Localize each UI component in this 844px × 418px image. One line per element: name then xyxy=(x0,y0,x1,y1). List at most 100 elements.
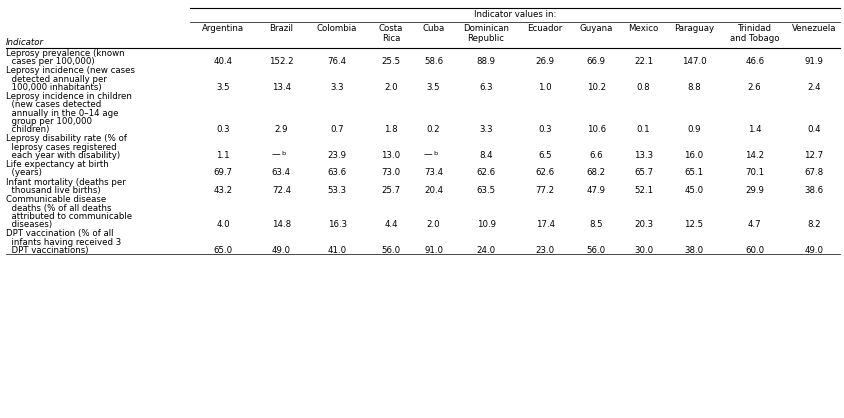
Text: children): children) xyxy=(6,125,50,134)
Text: —: — xyxy=(272,150,280,160)
Text: 40.4: 40.4 xyxy=(214,57,233,66)
Text: annually in the 0–14 age: annually in the 0–14 age xyxy=(6,109,118,117)
Text: 22.1: 22.1 xyxy=(634,57,653,66)
Text: 69.7: 69.7 xyxy=(214,168,233,177)
Text: 0.3: 0.3 xyxy=(216,125,230,134)
Text: Cuba: Cuba xyxy=(423,24,445,33)
Text: 17.4: 17.4 xyxy=(536,220,555,229)
Text: 12.7: 12.7 xyxy=(804,150,824,160)
Text: 14.2: 14.2 xyxy=(745,150,764,160)
Text: each year with disability): each year with disability) xyxy=(6,151,120,160)
Text: Paraguay: Paraguay xyxy=(674,24,714,33)
Text: Argentina: Argentina xyxy=(203,24,244,33)
Text: 2.4: 2.4 xyxy=(807,83,820,92)
Text: 3.5: 3.5 xyxy=(216,83,230,92)
Text: 10.9: 10.9 xyxy=(477,220,495,229)
Text: 45.0: 45.0 xyxy=(684,186,704,195)
Text: 25.7: 25.7 xyxy=(381,186,401,195)
Text: diseases): diseases) xyxy=(6,220,52,229)
Text: 72.4: 72.4 xyxy=(272,186,291,195)
Text: 73.4: 73.4 xyxy=(424,168,443,177)
Text: 13.4: 13.4 xyxy=(272,83,291,92)
Text: 0.8: 0.8 xyxy=(637,83,651,92)
Text: Leprosy disability rate (% of: Leprosy disability rate (% of xyxy=(6,134,127,143)
Text: 1.8: 1.8 xyxy=(384,125,398,134)
Text: 62.6: 62.6 xyxy=(477,168,495,177)
Text: Leprosy incidence (new cases: Leprosy incidence (new cases xyxy=(6,66,135,75)
Text: 6.6: 6.6 xyxy=(589,150,603,160)
Text: DPT vaccinations): DPT vaccinations) xyxy=(6,246,89,255)
Text: detected annually per: detected annually per xyxy=(6,74,107,84)
Text: 0.4: 0.4 xyxy=(807,125,820,134)
Text: 43.2: 43.2 xyxy=(214,186,233,195)
Text: 147.0: 147.0 xyxy=(682,57,706,66)
Text: 8.5: 8.5 xyxy=(589,220,603,229)
Text: 63.5: 63.5 xyxy=(477,186,495,195)
Text: infants having received 3: infants having received 3 xyxy=(6,237,122,247)
Text: 8.2: 8.2 xyxy=(807,220,820,229)
Text: 4.0: 4.0 xyxy=(216,220,230,229)
Text: 41.0: 41.0 xyxy=(327,245,347,255)
Text: 0.9: 0.9 xyxy=(687,125,701,134)
Text: leprosy cases registered: leprosy cases registered xyxy=(6,143,116,151)
Text: 1.1: 1.1 xyxy=(216,150,230,160)
Text: 12.5: 12.5 xyxy=(684,220,704,229)
Text: Brazil: Brazil xyxy=(269,24,294,33)
Text: 62.6: 62.6 xyxy=(536,168,555,177)
Text: Colombia: Colombia xyxy=(317,24,357,33)
Text: Indicator: Indicator xyxy=(6,38,44,47)
Text: 1.4: 1.4 xyxy=(748,125,761,134)
Text: 66.9: 66.9 xyxy=(587,57,606,66)
Text: Guyana: Guyana xyxy=(580,24,613,33)
Text: 65.1: 65.1 xyxy=(684,168,704,177)
Text: Leprosy incidence in children: Leprosy incidence in children xyxy=(6,92,132,101)
Text: 16.3: 16.3 xyxy=(327,220,347,229)
Text: 63.6: 63.6 xyxy=(327,168,347,177)
Text: 76.4: 76.4 xyxy=(327,57,347,66)
Text: Trinidad
and Tobago: Trinidad and Tobago xyxy=(730,24,779,43)
Text: 68.2: 68.2 xyxy=(587,168,606,177)
Text: 29.9: 29.9 xyxy=(745,186,764,195)
Text: 65.0: 65.0 xyxy=(214,245,233,255)
Text: 4.7: 4.7 xyxy=(748,220,761,229)
Text: —: — xyxy=(424,150,433,160)
Text: 60.0: 60.0 xyxy=(745,245,764,255)
Text: 53.3: 53.3 xyxy=(327,186,347,195)
Text: 0.7: 0.7 xyxy=(330,125,344,134)
Text: 20.3: 20.3 xyxy=(634,220,653,229)
Text: cases per 100,000): cases per 100,000) xyxy=(6,57,95,66)
Text: 10.6: 10.6 xyxy=(587,125,606,134)
Text: 49.0: 49.0 xyxy=(804,245,823,255)
Text: 16.0: 16.0 xyxy=(684,150,704,160)
Text: 2.0: 2.0 xyxy=(427,220,441,229)
Text: 91.9: 91.9 xyxy=(804,57,823,66)
Text: deaths (% of all deaths: deaths (% of all deaths xyxy=(6,204,111,212)
Text: 25.5: 25.5 xyxy=(381,57,401,66)
Text: 47.9: 47.9 xyxy=(587,186,606,195)
Text: (new cases detected: (new cases detected xyxy=(6,100,101,109)
Text: 2.6: 2.6 xyxy=(748,83,761,92)
Text: 100,000 inhabitants): 100,000 inhabitants) xyxy=(6,83,101,92)
Text: 10.2: 10.2 xyxy=(587,83,606,92)
Text: Indicator values in:: Indicator values in: xyxy=(474,10,556,19)
Text: (years): (years) xyxy=(6,168,42,177)
Text: 91.0: 91.0 xyxy=(425,245,443,255)
Text: 3.3: 3.3 xyxy=(330,83,344,92)
Text: 2.9: 2.9 xyxy=(274,125,288,134)
Text: Leprosy prevalence (known: Leprosy prevalence (known xyxy=(6,49,125,58)
Text: 23.9: 23.9 xyxy=(327,150,347,160)
Text: Infant mortality (deaths per: Infant mortality (deaths per xyxy=(6,178,126,187)
Text: 6.3: 6.3 xyxy=(479,83,493,92)
Text: 38.6: 38.6 xyxy=(804,186,824,195)
Text: 4.4: 4.4 xyxy=(384,220,398,229)
Text: 1.0: 1.0 xyxy=(538,83,552,92)
Text: 13.0: 13.0 xyxy=(381,150,401,160)
Text: 88.9: 88.9 xyxy=(477,57,495,66)
Text: Dominican
Republic: Dominican Republic xyxy=(463,24,509,43)
Text: 77.2: 77.2 xyxy=(536,186,555,195)
Text: 49.0: 49.0 xyxy=(272,245,291,255)
Text: 8.4: 8.4 xyxy=(479,150,493,160)
Text: 65.7: 65.7 xyxy=(634,168,653,177)
Text: 26.9: 26.9 xyxy=(536,57,555,66)
Text: 20.4: 20.4 xyxy=(424,186,443,195)
